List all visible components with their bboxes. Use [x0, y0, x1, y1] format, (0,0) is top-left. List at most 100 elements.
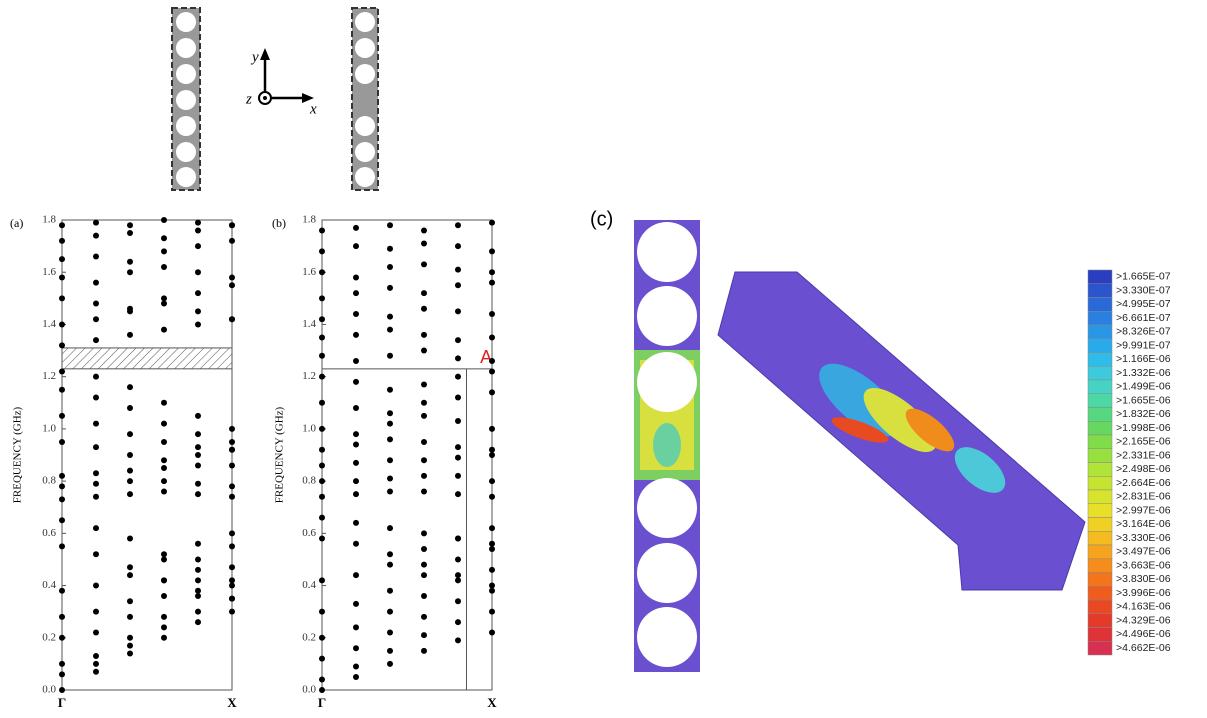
colorbar-label: >4.496E-06 — [1116, 628, 1171, 640]
band-point — [93, 279, 99, 286]
band-point — [229, 438, 235, 445]
band-point — [59, 472, 65, 479]
band-point — [387, 222, 393, 229]
colorbar-label: >9.991E-07 — [1116, 339, 1171, 351]
schematic: y z x — [171, 7, 379, 191]
y-tick-label: 0.4 — [42, 579, 56, 591]
band-point — [229, 493, 235, 500]
colorbar-swatch — [1087, 379, 1113, 394]
band-point — [421, 457, 427, 464]
band-point — [59, 368, 65, 375]
band-point — [93, 525, 99, 532]
band-point — [93, 253, 99, 260]
band-point — [353, 519, 359, 526]
band-point — [93, 316, 99, 323]
band-point — [421, 472, 427, 479]
colorbar-swatch — [1087, 352, 1113, 367]
band-point — [319, 269, 325, 276]
band-point — [161, 235, 167, 242]
colorbar-swatch — [1087, 311, 1113, 326]
colorbar-swatch — [1087, 586, 1113, 601]
band-point — [387, 245, 393, 252]
band-point — [387, 551, 393, 558]
band-point — [161, 478, 167, 485]
band-point — [59, 671, 65, 678]
band-point — [489, 334, 495, 341]
band-point — [127, 598, 133, 605]
band-point — [489, 608, 495, 615]
band-point — [421, 647, 427, 654]
band-point — [195, 227, 201, 234]
y-tick-label: 0.2 — [42, 631, 56, 643]
band-point — [319, 248, 325, 255]
band-point — [161, 488, 167, 495]
panel-label: (a) — [10, 216, 23, 230]
band-point — [59, 412, 65, 419]
band-point — [421, 412, 427, 419]
band-point — [161, 457, 167, 464]
band-point — [127, 535, 133, 542]
band-point — [387, 284, 393, 291]
band-point — [489, 368, 495, 375]
band-point — [489, 478, 495, 485]
band-point — [489, 389, 495, 396]
band-point — [161, 593, 167, 599]
band-point — [455, 282, 461, 289]
y-tick-label: 1.8 — [42, 214, 56, 226]
x-tick-label: Γ — [318, 695, 326, 710]
band-point — [127, 613, 133, 620]
y-axis-label: FREQUENCY (GHz) — [12, 406, 24, 503]
band-point — [229, 483, 235, 490]
colorbar-label: >4.163E-06 — [1116, 601, 1171, 613]
band-point — [319, 399, 325, 406]
colorbar-swatch — [1087, 324, 1113, 339]
colorbar-swatch — [1087, 544, 1113, 559]
band-point — [319, 493, 325, 500]
colorbar-label: >2.165E-06 — [1116, 436, 1171, 448]
x-tick-label: X — [227, 695, 237, 710]
band-point — [319, 514, 325, 521]
band-point — [387, 457, 393, 464]
y-tick-label: 1.6 — [42, 266, 56, 278]
band-point — [455, 243, 461, 250]
y-tick-label: 0.4 — [302, 579, 316, 591]
colorbar-swatch — [1087, 627, 1113, 642]
band-point — [229, 582, 235, 589]
colorbar-label: >4.329E-06 — [1116, 614, 1171, 626]
colorbar-label: >3.663E-06 — [1116, 559, 1171, 571]
colorbar-label: >3.830E-06 — [1116, 573, 1171, 585]
band-point — [195, 566, 201, 573]
band-point — [387, 313, 393, 320]
band-point — [127, 431, 133, 438]
colorbar-swatch — [1087, 283, 1113, 298]
band-point — [421, 381, 427, 388]
colorbar-swatch — [1087, 338, 1113, 353]
band-point — [489, 269, 495, 276]
band-point — [387, 629, 393, 636]
band-point — [127, 452, 133, 458]
y-axis-label: FREQUENCY (GHz) — [274, 406, 286, 503]
colorbar-swatch — [1087, 393, 1113, 408]
band-point — [319, 577, 325, 584]
band-point — [353, 274, 359, 281]
band-point — [421, 530, 427, 537]
band-point — [353, 459, 359, 466]
band-point — [229, 462, 235, 469]
band-point — [455, 535, 461, 542]
colorbar-swatch — [1087, 489, 1113, 504]
band-point — [455, 373, 461, 380]
band-point — [161, 624, 167, 631]
band-point — [59, 496, 65, 503]
band-point — [229, 274, 235, 281]
band-point — [127, 222, 133, 229]
band-point — [387, 608, 393, 615]
colorbar-swatch — [1087, 421, 1113, 436]
band-point — [353, 663, 359, 670]
band-point — [127, 642, 133, 649]
band-point — [195, 243, 201, 250]
band-point — [127, 564, 133, 571]
colorbar-label: >1.665E-06 — [1116, 394, 1171, 406]
band-point — [195, 462, 201, 469]
band-point — [353, 624, 359, 631]
band-point — [59, 237, 65, 244]
